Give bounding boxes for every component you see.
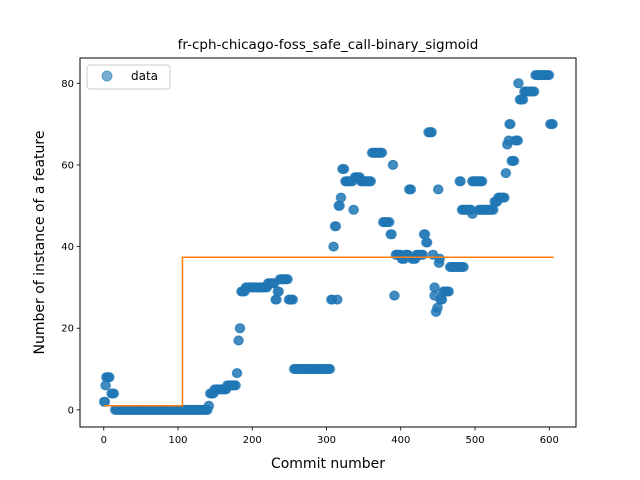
data-point: [232, 368, 243, 379]
data-point: [235, 323, 246, 334]
data-point: [477, 176, 488, 187]
data-point: [435, 253, 446, 264]
data-point: [499, 192, 510, 203]
x-axis-label: Commit number: [271, 456, 385, 472]
x-tick-label: 400: [391, 435, 410, 446]
data-point: [509, 155, 520, 166]
data-point: [274, 286, 284, 297]
data-point: [384, 217, 395, 228]
data-point: [349, 204, 359, 215]
legend-marker: [101, 70, 113, 82]
series-fit-line: [103, 256, 554, 407]
data-point: [288, 294, 299, 305]
data-point: [420, 229, 431, 240]
chart-title: fr-cph-chicago-foss_safe_call-binary_sig…: [178, 37, 479, 53]
data-point: [444, 286, 454, 297]
data-point: [104, 372, 115, 383]
data-point: [100, 396, 111, 407]
axes-frame: [79, 57, 577, 428]
data-point: [386, 229, 397, 240]
data-point: [332, 294, 343, 305]
x-tick-label: 0: [101, 435, 107, 446]
legend: data: [86, 64, 171, 90]
data-point: [548, 119, 558, 130]
data-point: [230, 380, 241, 391]
data-point: [377, 147, 388, 158]
plot-area: [98, 70, 558, 415]
data-point: [544, 70, 555, 81]
data-point: [458, 262, 469, 272]
data-point: [388, 159, 399, 170]
data-point: [501, 168, 512, 179]
data-point: [339, 164, 350, 174]
data-point: [328, 241, 339, 252]
axis-ticks: 0 100 200 300 400 500 600 0 20 40 60 80: [61, 79, 559, 446]
data-point: [433, 184, 444, 195]
y-tick-label: 20: [61, 324, 74, 335]
data-point: [325, 364, 336, 374]
y-tick-label: 60: [61, 160, 74, 171]
legend-label-data: data: [131, 69, 158, 83]
data-point: [331, 221, 342, 232]
x-tick-label: 200: [243, 435, 262, 446]
x-tick-label: 300: [317, 435, 336, 446]
data-point: [406, 184, 417, 195]
x-tick-label: 500: [465, 435, 484, 446]
x-tick-label: 100: [168, 435, 187, 446]
y-tick-label: 0: [68, 405, 74, 416]
x-tick-label: 600: [540, 435, 559, 446]
data-point: [427, 127, 437, 138]
data-point: [455, 176, 466, 187]
y-tick-label: 80: [61, 79, 74, 90]
data-point: [204, 400, 215, 411]
data-point: [529, 86, 540, 97]
data-point: [334, 200, 345, 211]
data-point: [429, 282, 440, 293]
data-point: [513, 78, 524, 89]
data-point: [282, 274, 293, 285]
y-tick-label: 40: [61, 242, 74, 253]
data-point: [389, 290, 400, 301]
data-point: [366, 176, 377, 187]
data-point: [233, 335, 244, 346]
data-point: [432, 302, 443, 313]
data-point: [336, 192, 347, 203]
y-axis-label: Number of instance of a feature: [32, 131, 48, 355]
data-point: [513, 135, 524, 146]
data-point: [101, 380, 111, 391]
data-point: [505, 119, 516, 130]
data-point: [109, 388, 120, 399]
data-point: [422, 237, 433, 248]
